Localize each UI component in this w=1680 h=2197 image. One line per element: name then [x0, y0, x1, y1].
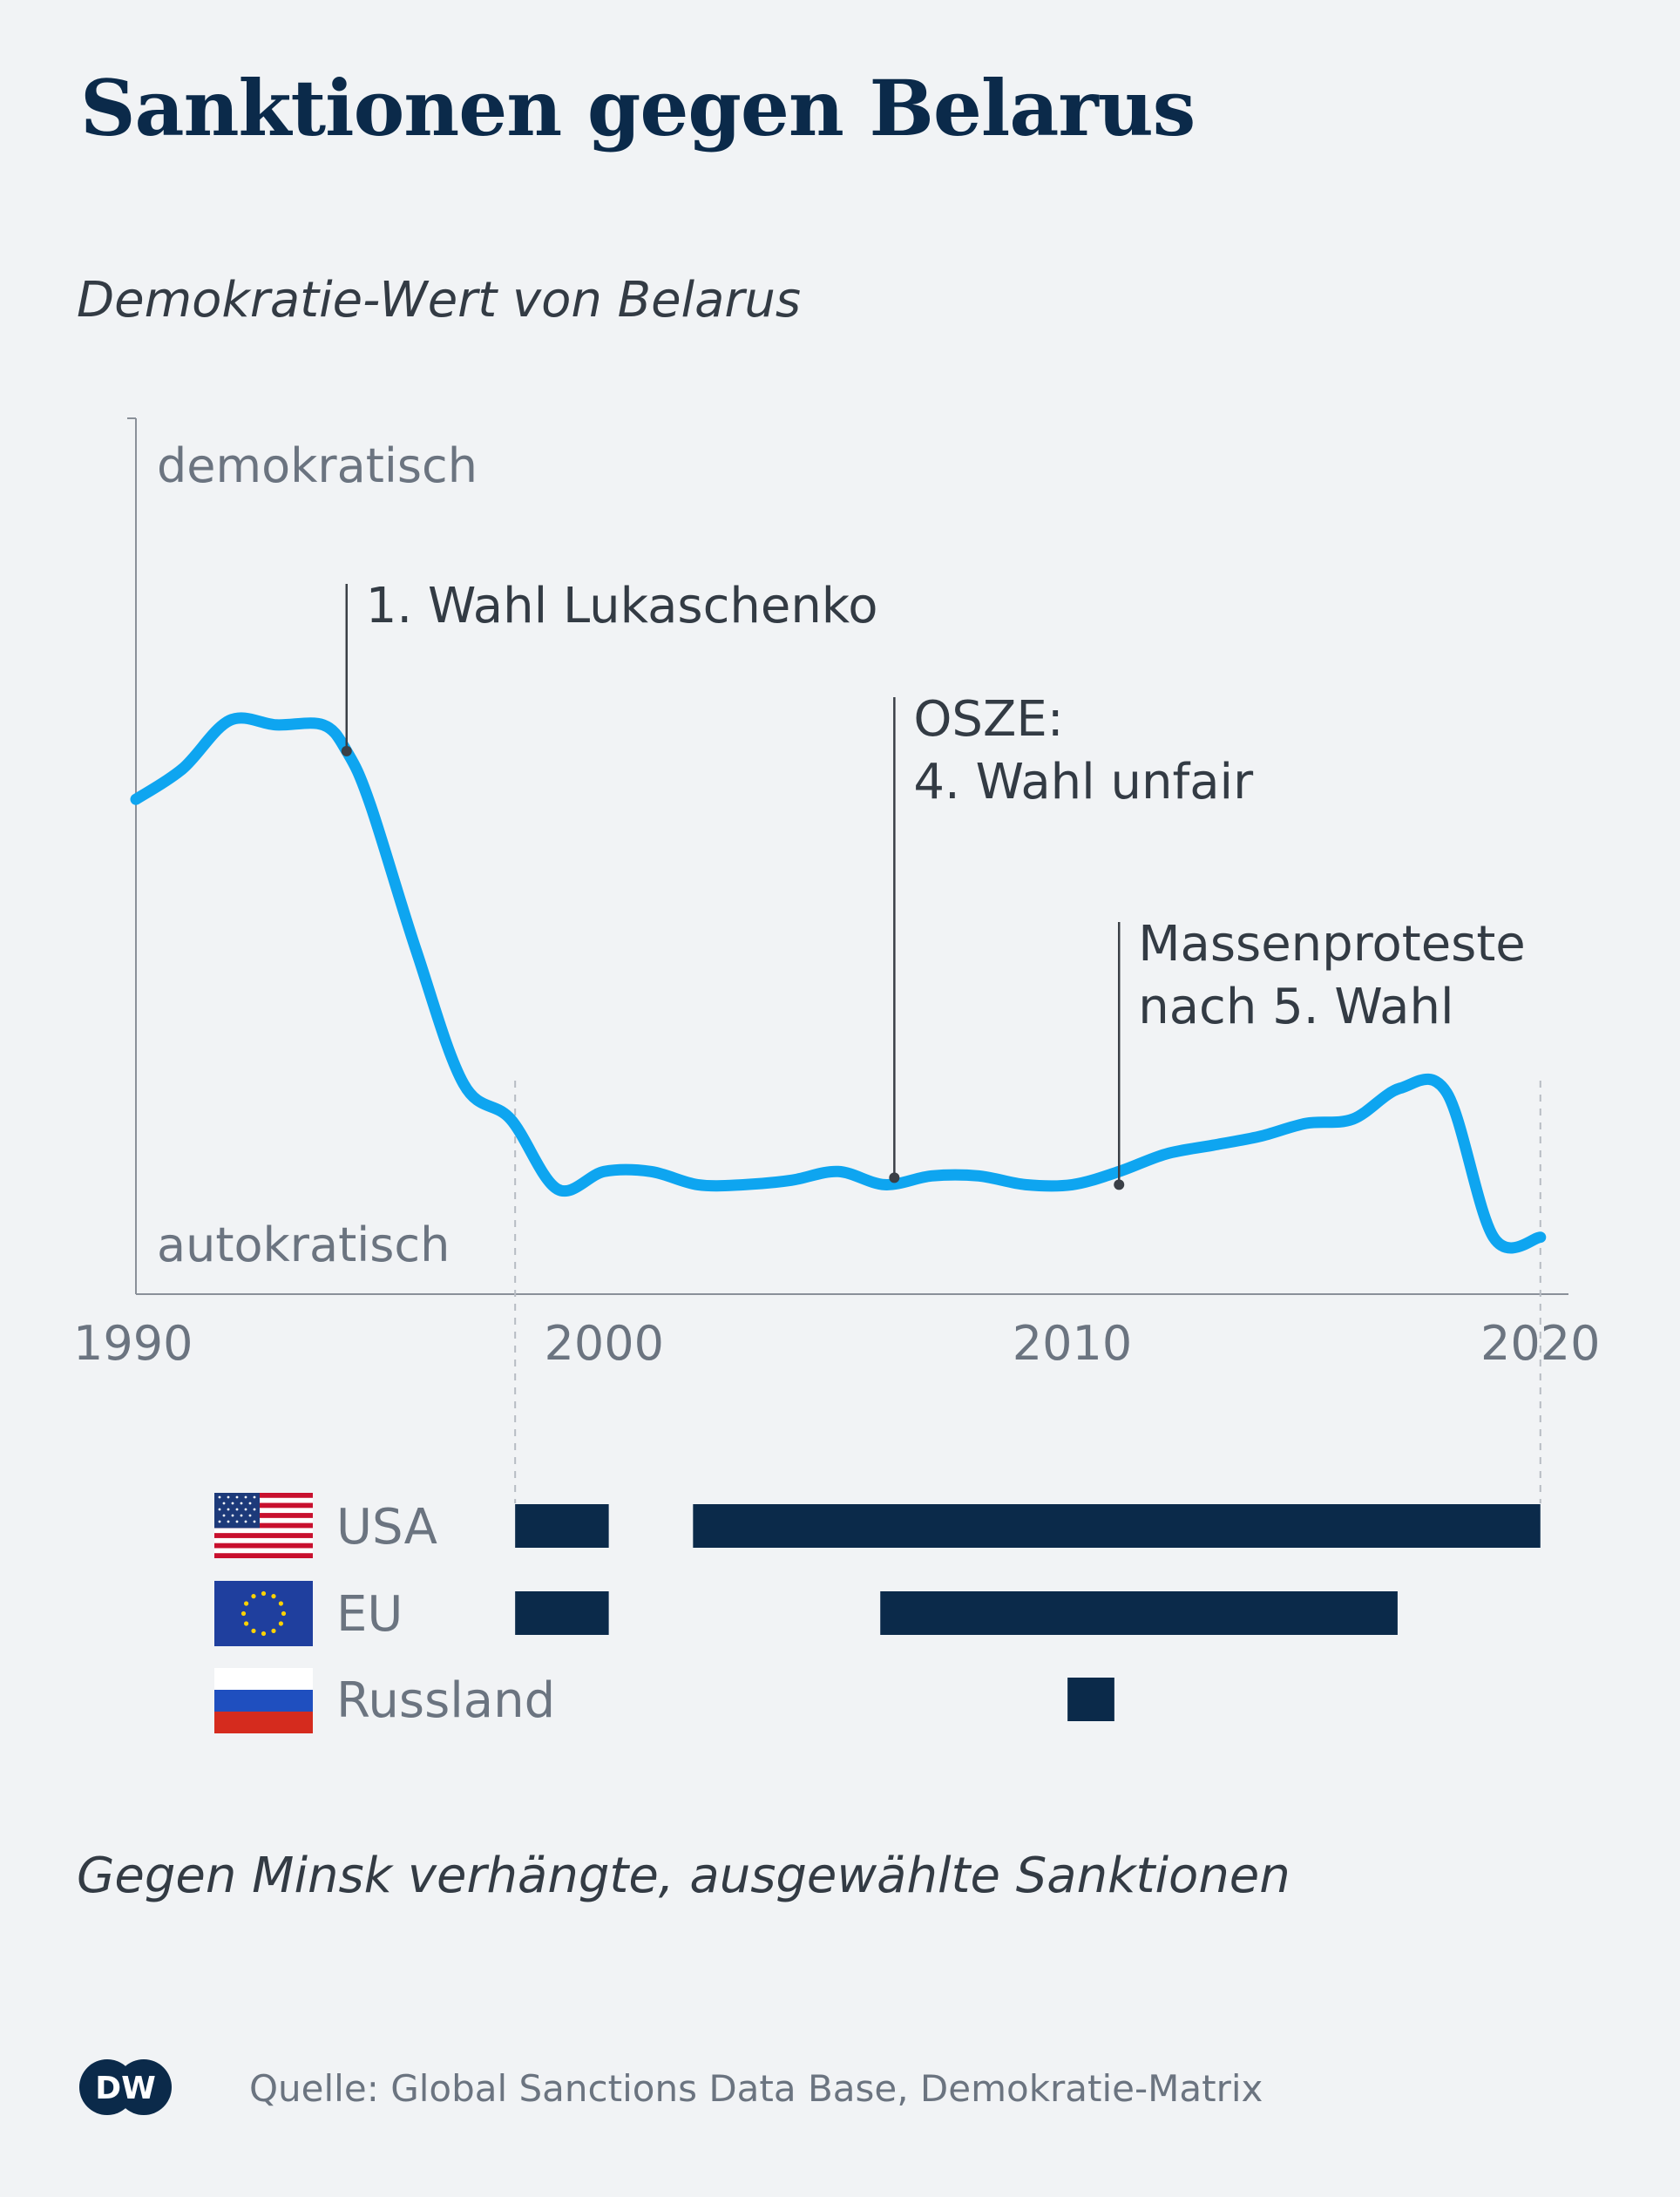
sanction-bar-eu-0 [515, 1591, 609, 1635]
row-label-usa: USA [336, 1499, 437, 1556]
row-label-russland: Russland [336, 1672, 555, 1729]
annotation-dot-1 [889, 1172, 900, 1183]
eu-star [278, 1601, 283, 1606]
eu-star [261, 1631, 267, 1637]
sanctions-footnote: Gegen Minsk verhängte, ausgewählte Sankt… [77, 1848, 1290, 1904]
x-tick-label-2000: 2000 [545, 1316, 664, 1371]
eu-star [271, 1628, 276, 1633]
chart-subtitle: Demokratie-Wert von Belarus [77, 272, 802, 329]
eu-star [244, 1601, 249, 1606]
annotation-text-1-1: 4. Wahl unfair [913, 754, 1254, 810]
annotation-text-2-1: nach 5. Wahl [1138, 979, 1453, 1035]
sanction-bar-usa-1 [693, 1504, 1541, 1548]
dw-logo-text: DW [95, 2071, 156, 2106]
eu-star [278, 1621, 283, 1626]
x-tick-label-2020: 2020 [1480, 1316, 1600, 1371]
x-tick-label-1990: 1990 [73, 1316, 193, 1371]
eu-star [251, 1594, 256, 1599]
eu-star [271, 1594, 276, 1599]
y-axis-top-label: demokratisch [157, 438, 478, 493]
eu-star [261, 1590, 267, 1597]
annotation-text-2-0: Massenproteste [1138, 916, 1526, 973]
annotation-text-1-0: OSZE: [913, 691, 1063, 748]
eu-flag-icon [214, 1581, 313, 1646]
eu-star [244, 1621, 249, 1626]
us-flag-icon [214, 1493, 313, 1558]
eu-star [251, 1628, 256, 1633]
sanction-bar-eu-1 [880, 1591, 1398, 1635]
x-tick-label-2010: 2010 [1013, 1316, 1132, 1371]
annotation-text-0-0: 1. Wahl Lukaschenko [366, 578, 878, 634]
ru-flag-icon [214, 1668, 313, 1733]
democracy-line [130, 712, 1547, 1254]
sanction-bar-russland-0 [1067, 1678, 1114, 1721]
eu-star [281, 1610, 287, 1617]
row-label-eu: EU [336, 1586, 403, 1643]
annotation-dot-0 [341, 745, 352, 756]
source-note: Quelle: Global Sanctions Data Base, Demo… [249, 2067, 1263, 2110]
chart-title: Sanktionen gegen Belarus [80, 63, 1196, 153]
eu-star [240, 1610, 247, 1617]
sanction-bar-usa-0 [515, 1504, 609, 1548]
dw-logo: DW [78, 2057, 173, 2118]
y-axis-bottom-label: autokratisch [157, 1217, 450, 1272]
annotation-dot-2 [1114, 1179, 1125, 1190]
